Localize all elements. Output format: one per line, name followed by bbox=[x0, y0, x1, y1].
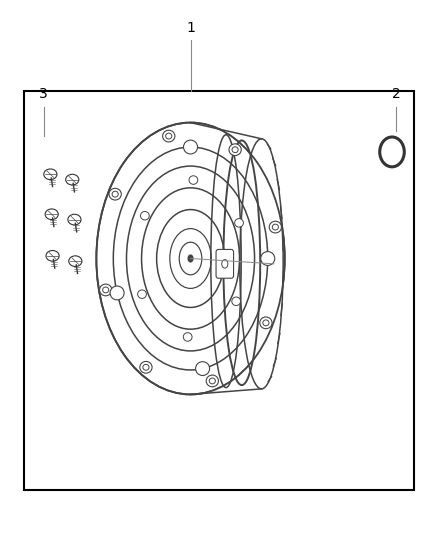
Ellipse shape bbox=[110, 286, 124, 300]
Ellipse shape bbox=[68, 214, 81, 225]
Ellipse shape bbox=[102, 287, 109, 293]
Ellipse shape bbox=[188, 255, 193, 262]
Ellipse shape bbox=[109, 188, 121, 200]
Text: 1: 1 bbox=[186, 21, 195, 35]
Ellipse shape bbox=[96, 123, 285, 394]
Ellipse shape bbox=[69, 256, 82, 266]
Ellipse shape bbox=[183, 333, 192, 341]
Ellipse shape bbox=[99, 284, 112, 296]
Ellipse shape bbox=[140, 361, 152, 373]
Ellipse shape bbox=[46, 251, 59, 261]
Text: 2: 2 bbox=[392, 87, 401, 101]
Ellipse shape bbox=[232, 297, 240, 305]
Polygon shape bbox=[191, 123, 285, 394]
Ellipse shape bbox=[66, 174, 79, 185]
Ellipse shape bbox=[222, 260, 228, 268]
Ellipse shape bbox=[184, 140, 198, 154]
Ellipse shape bbox=[45, 209, 58, 220]
Ellipse shape bbox=[272, 224, 279, 230]
Ellipse shape bbox=[141, 212, 149, 220]
Text: 3: 3 bbox=[39, 87, 48, 101]
Bar bbox=[24, 91, 414, 490]
Ellipse shape bbox=[240, 139, 283, 389]
Ellipse shape bbox=[269, 221, 282, 233]
Ellipse shape bbox=[261, 252, 275, 265]
Ellipse shape bbox=[112, 191, 118, 197]
Ellipse shape bbox=[196, 362, 210, 376]
Ellipse shape bbox=[206, 375, 219, 387]
Ellipse shape bbox=[189, 176, 198, 184]
Ellipse shape bbox=[44, 169, 57, 180]
Ellipse shape bbox=[232, 147, 238, 152]
Ellipse shape bbox=[143, 365, 149, 370]
Ellipse shape bbox=[235, 219, 244, 227]
Ellipse shape bbox=[166, 133, 172, 139]
Ellipse shape bbox=[162, 130, 175, 142]
Ellipse shape bbox=[263, 320, 269, 326]
FancyBboxPatch shape bbox=[216, 249, 233, 278]
Ellipse shape bbox=[260, 317, 272, 329]
Ellipse shape bbox=[229, 144, 241, 156]
Ellipse shape bbox=[138, 290, 146, 298]
Ellipse shape bbox=[209, 378, 215, 384]
